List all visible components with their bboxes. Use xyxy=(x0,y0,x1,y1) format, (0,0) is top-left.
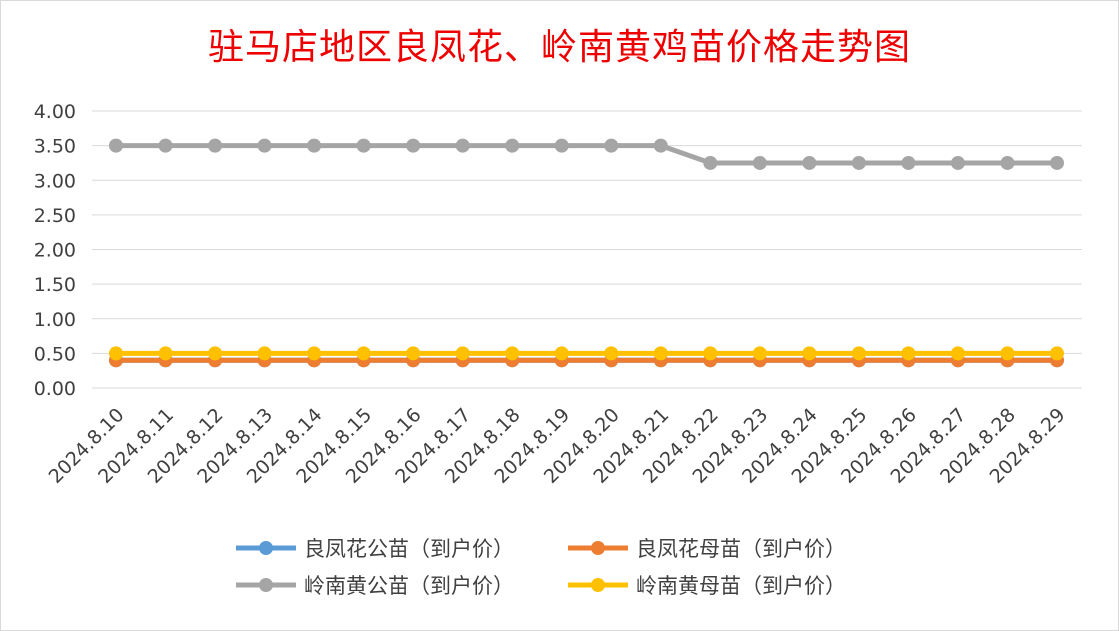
legend-label: 良凤花母苗（到户价） xyxy=(636,537,846,561)
legend-item: 岭南黄母苗（到户价） xyxy=(568,574,846,598)
data-point xyxy=(653,138,668,153)
chart-title: 驻马店地区良凤花、岭南黄鸡苗价格走势图 xyxy=(207,27,911,68)
data-point xyxy=(752,155,767,170)
legend-swatch-marker xyxy=(591,578,605,592)
legend-swatch-marker xyxy=(259,578,273,592)
data-point xyxy=(257,138,272,153)
data-point xyxy=(505,138,520,153)
data-point xyxy=(109,346,123,361)
data-point xyxy=(950,346,965,361)
data-point xyxy=(356,138,371,153)
y-tick-label: 1.50 xyxy=(34,274,76,296)
y-tick-label: 4.00 xyxy=(34,101,76,123)
data-point xyxy=(208,346,223,361)
data-point xyxy=(406,346,421,361)
y-axis-ticks: 0.00 0.50 1.00 1.50 2.00 2.50 3.00 3.50 4.00 xyxy=(34,101,76,400)
y-tick-label: 0.50 xyxy=(34,343,76,365)
data-point xyxy=(208,138,223,153)
legend-item: 岭南黄公苗（到户价） xyxy=(236,574,514,598)
y-tick-label: 3.50 xyxy=(34,136,76,158)
data-point xyxy=(505,346,520,361)
series-lines xyxy=(109,138,1064,368)
data-point xyxy=(802,346,817,361)
data-point xyxy=(307,138,322,153)
series-3 xyxy=(109,346,1064,361)
data-point xyxy=(307,346,322,361)
data-point xyxy=(109,138,123,153)
y-tick-label: 1.00 xyxy=(34,309,76,331)
y-tick-label: 0.00 xyxy=(34,378,76,400)
data-point xyxy=(158,346,173,361)
data-point xyxy=(554,138,569,153)
x-axis-ticks: 2024.8.102024.8.112024.8.122024.8.132024… xyxy=(45,404,1070,488)
legend-item: 良凤花母苗（到户价） xyxy=(568,537,846,561)
data-point xyxy=(703,155,718,170)
data-point xyxy=(406,138,421,153)
data-point xyxy=(703,346,718,361)
data-point xyxy=(158,138,173,153)
data-point xyxy=(455,346,470,361)
data-point xyxy=(901,346,916,361)
y-tick-label: 3.00 xyxy=(34,170,76,192)
data-point xyxy=(901,155,916,170)
data-point xyxy=(1000,346,1015,361)
legend-label: 良凤花公苗（到户价） xyxy=(304,537,514,561)
data-point xyxy=(1000,155,1015,170)
data-point xyxy=(802,155,817,170)
y-tick-label: 2.50 xyxy=(34,205,76,227)
data-point xyxy=(851,155,866,170)
data-point xyxy=(356,346,371,361)
y-tick-label: 2.00 xyxy=(34,240,76,262)
data-point xyxy=(950,155,965,170)
data-point xyxy=(1050,346,1064,361)
legend-label: 岭南黄母苗（到户价） xyxy=(636,574,846,598)
data-point xyxy=(604,346,619,361)
data-point xyxy=(653,346,668,361)
series-2 xyxy=(109,138,1064,170)
data-point xyxy=(604,138,619,153)
legend-item: 良凤花公苗（到户价） xyxy=(236,537,514,561)
data-point xyxy=(851,346,866,361)
legend-label: 岭南黄公苗（到户价） xyxy=(304,574,514,598)
data-point xyxy=(257,346,272,361)
data-point xyxy=(1050,155,1064,170)
data-point xyxy=(752,346,767,361)
legend-swatch-marker xyxy=(259,541,273,555)
legend: 良凤花公苗（到户价） 良凤花母苗（到户价） 岭南黄公苗（到户价） 岭南黄母苗（到户价） xyxy=(236,537,846,598)
series-line xyxy=(116,143,1057,166)
gridlines xyxy=(92,110,1082,389)
legend-swatch-marker xyxy=(591,541,605,555)
data-point xyxy=(455,138,470,153)
data-point xyxy=(554,346,569,361)
